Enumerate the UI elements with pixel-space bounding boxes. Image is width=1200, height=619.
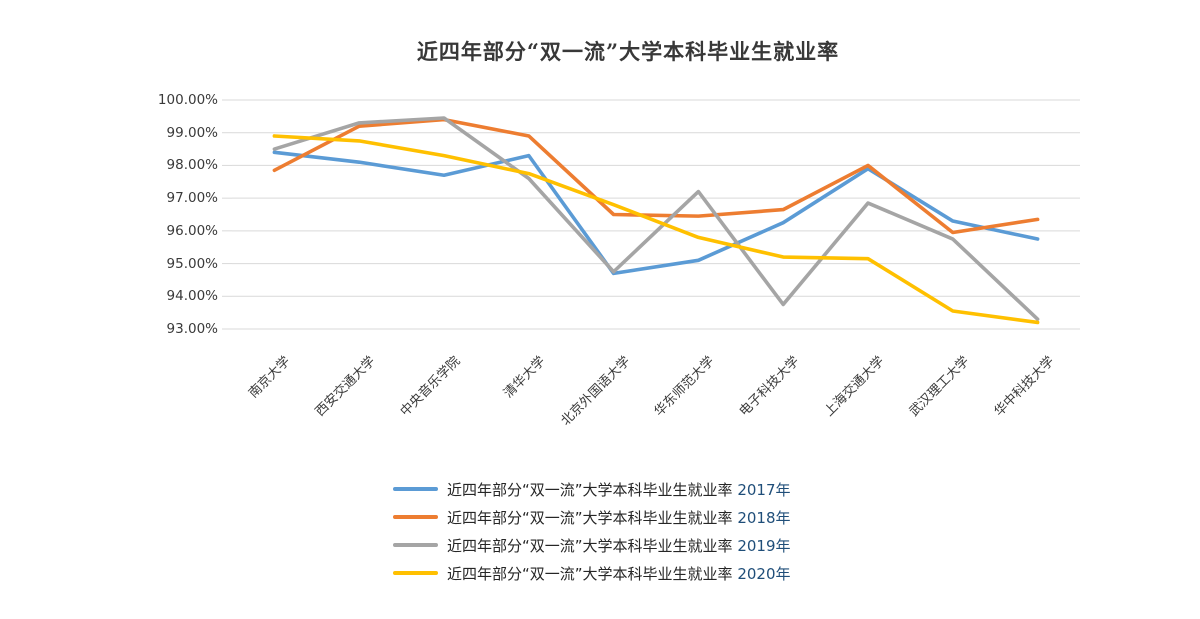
legend-label-prefix: 近四年部分“双一流”大学本科毕业生就业率 bbox=[447, 480, 738, 499]
legend-label-year: 2020年 bbox=[737, 564, 791, 583]
legend-line-swatch bbox=[393, 515, 438, 519]
legend-line-swatch bbox=[393, 571, 438, 575]
legend-label-prefix: 近四年部分“双一流”大学本科毕业生就业率 bbox=[447, 508, 738, 527]
legend-label-prefix: 近四年部分“双一流”大学本科毕业生就业率 bbox=[447, 564, 738, 583]
series-line-2017年 bbox=[272, 150, 1040, 276]
y-axis-label: 96.00% bbox=[166, 222, 218, 239]
legend-line-swatch bbox=[393, 543, 438, 547]
legend-label: 近四年部分“双一流”大学本科毕业生就业率 2017年 bbox=[447, 479, 791, 500]
series-line-2018年 bbox=[272, 117, 1040, 235]
legend-line-swatch bbox=[393, 487, 438, 491]
legend-item: 近四年部分“双一流”大学本科毕业生就业率 2017年 bbox=[393, 475, 791, 503]
legend-item: 近四年部分“双一流”大学本科毕业生就业率 2018年 bbox=[393, 503, 791, 531]
y-axis-label: 93.00% bbox=[166, 321, 218, 337]
series-line-2019年 bbox=[272, 116, 1040, 321]
legend-label: 近四年部分“双一流”大学本科毕业生就业率 2018年 bbox=[447, 507, 791, 528]
legend-label-year: 2017年 bbox=[737, 480, 791, 499]
legend: 近四年部分“双一流”大学本科毕业生就业率 2017年 近四年部分“双一流”大学本科… bbox=[393, 475, 791, 587]
legend-item: 近四年部分“双一流”大学本科毕业生就业率 2019年 bbox=[393, 531, 791, 559]
legend-item: 近四年部分“双一流”大学本科毕业生就业率 2020年 bbox=[393, 559, 791, 587]
series-line-2020年 bbox=[272, 134, 1040, 325]
legend-label-year: 2018年 bbox=[737, 508, 791, 527]
y-axis-label: 97.00% bbox=[166, 190, 218, 207]
chart-title: 近四年部分“双一流”大学本科毕业生就业率 bbox=[416, 39, 840, 64]
y-axis-label: 94.00% bbox=[166, 288, 218, 305]
legend-label: 近四年部分“双一流”大学本科毕业生就业率 2019年 bbox=[447, 535, 791, 556]
legend-label: 近四年部分“双一流”大学本科毕业生就业率 2020年 bbox=[447, 563, 791, 584]
y-axis-label: 95.00% bbox=[166, 255, 218, 272]
y-axis-label: 98.00% bbox=[166, 157, 218, 174]
y-axis-label: 99.00% bbox=[166, 124, 218, 141]
legend-label-year: 2019年 bbox=[737, 536, 791, 555]
legend-label-prefix: 近四年部分“双一流”大学本科毕业生就业率 bbox=[447, 536, 738, 555]
y-axis-label: 100.00% bbox=[157, 92, 218, 108]
